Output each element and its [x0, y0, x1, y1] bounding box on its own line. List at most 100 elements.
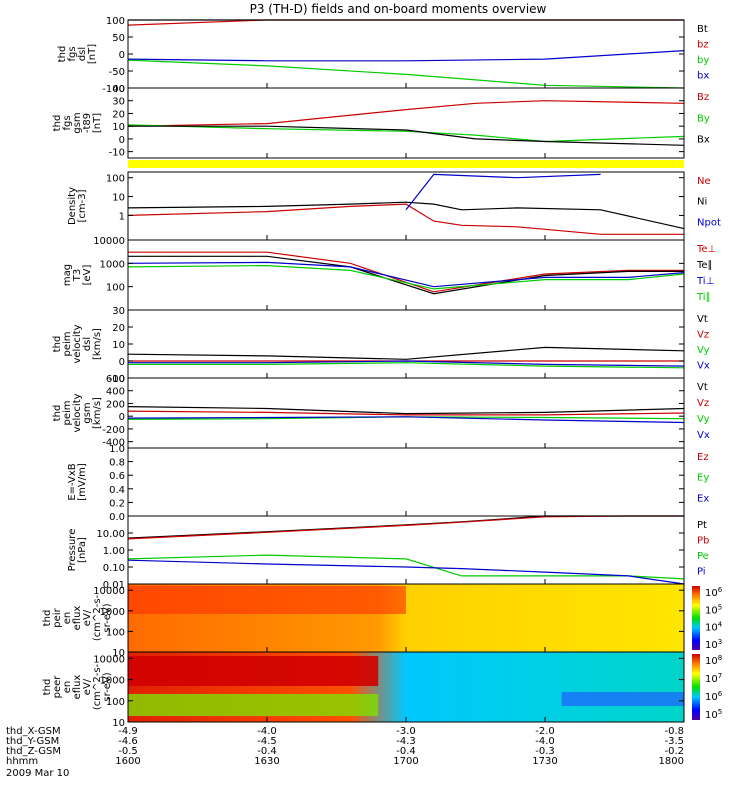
y-axis-label: velocity	[72, 393, 83, 432]
panel-peir-en-eflux: 106 105 104 103 10000 1000 100 10 thd peir en eflux…	[42, 583, 723, 659]
y-axis-label: thd	[52, 336, 63, 353]
series-line-bz	[127, 100, 685, 127]
y-axis-label: peir	[52, 607, 63, 627]
row-label-thd_y-gsm: thd_Y-GSM	[6, 736, 59, 747]
row-value: -4.5	[257, 736, 277, 747]
panel-mom-temperature: Te⊥ Te∥ Ti⊥ Ti∥ 10000 1000 100 mag T3 [eV]	[62, 236, 716, 311]
y-axis-label: en	[62, 681, 73, 694]
y-tick-label: 0	[119, 135, 125, 146]
y-tick-label: 40	[112, 84, 125, 95]
series-line-vz	[127, 410, 685, 416]
status-bar	[128, 160, 684, 168]
y-axis-label: gsm	[72, 112, 83, 133]
row-label-thd_x-gsm: thd_X-GSM	[6, 726, 61, 737]
panel-frame	[127, 309, 685, 379]
panel-frame	[127, 447, 685, 517]
legend-label: Ne	[697, 176, 711, 187]
legend-label: Vx	[697, 361, 710, 372]
y-tick-label: 100	[106, 283, 125, 294]
y-axis-label: dsl	[77, 47, 88, 61]
legend-label: Ni	[697, 197, 707, 208]
y-axis-label: peim	[62, 331, 73, 356]
row-value: -4.9	[118, 726, 138, 737]
series-line-by	[127, 124, 685, 143]
row-value: -3.5	[664, 736, 684, 747]
legend-label: Vt	[697, 314, 708, 325]
legend-label: Bt	[697, 24, 708, 35]
y-axis-label: peim	[62, 400, 73, 425]
panel-frame	[127, 239, 685, 311]
y-tick-label: 10	[112, 122, 125, 133]
row-value: -3.0	[396, 726, 416, 737]
y-axis-label: E=-VxB	[67, 463, 78, 500]
y-axis-label: -t89	[82, 113, 93, 133]
y-tick-label: 0.2	[109, 498, 125, 509]
y-axis-label: thd	[52, 115, 63, 132]
y-axis-label: sr-eV)	[102, 603, 113, 632]
row-label-thd_z-gsm: thd_Z-GSM	[6, 746, 61, 757]
y-tick-label: 0.8	[109, 458, 125, 469]
y-tick-label: 600	[106, 374, 125, 385]
y-tick-label: 100	[106, 627, 125, 638]
legend-label: Ti∥	[696, 292, 711, 303]
y-tick-label: 0.0	[109, 512, 125, 523]
legend-label: Vz	[697, 330, 709, 341]
row-value: -0.4	[257, 746, 277, 757]
y-axis-label: T3	[72, 269, 83, 282]
panel-peim-velocity-dsl: Vt Vz Vy Vx 30 20 10 0 -10 thd peim velocity dsl [km/…	[52, 306, 710, 385]
legend-label: Bx	[697, 135, 710, 146]
y-tick-label: 0.01	[103, 580, 125, 591]
y-axis-label: eV/	[82, 678, 93, 695]
legend-label: Pi	[697, 567, 706, 578]
legend-label: Pt	[697, 520, 707, 531]
y-axis-label: (cm^2-s-	[92, 663, 103, 710]
colorbar-tick-label: 105	[705, 708, 722, 721]
y-axis-label: thd	[57, 46, 68, 63]
colorbar-tick-label: 106	[705, 690, 723, 703]
series-line-npot	[405, 173, 601, 211]
legend-label: Vz	[697, 398, 709, 409]
y-axis-label: [km/s]	[92, 328, 103, 360]
legend-label: bx	[697, 71, 709, 82]
row-value: -2.0	[535, 726, 555, 737]
legend-label: Te⊥	[696, 244, 716, 255]
series-line-vt	[127, 346, 685, 360]
legend-label: bz	[697, 40, 709, 51]
panel-peer-en-eflux: 108 107 106 105 10000 1000 100 10 thd peer en eflux…	[42, 651, 723, 729]
y-tick-label: 10000	[93, 236, 125, 247]
panel-frame	[127, 515, 685, 585]
panel-frame	[127, 171, 685, 241]
row-value: 1600	[115, 756, 140, 767]
row-value: -4.0	[535, 736, 555, 747]
y-axis-label: gsm	[82, 402, 93, 423]
row-value: 1700	[393, 756, 418, 767]
y-tick-label: 30	[112, 306, 125, 317]
series-line-pi	[127, 559, 685, 585]
y-axis-label: mag	[62, 264, 73, 286]
series-line-vx	[127, 416, 685, 424]
y-axis-label: eflux	[72, 606, 83, 631]
y-tick-label: 100	[106, 16, 125, 27]
legend-label: Ez	[697, 452, 709, 463]
y-tick-label: 30	[112, 97, 125, 108]
row-value: -4.6	[118, 736, 138, 747]
series-line-vx	[128, 360, 685, 367]
legend-label: Vt	[697, 382, 708, 393]
y-tick-label: 1	[119, 211, 125, 222]
series-line-ni	[127, 201, 685, 230]
row-value: -0.5	[118, 746, 138, 757]
y-tick-label: 10.00	[96, 529, 125, 540]
panel-pressure: Pt Pb Pe Pi 10.00 1.00 0.10 0.01 Pressure [nPa]	[67, 515, 709, 591]
row-value: -0.8	[664, 726, 684, 737]
series-line-ti	[127, 264, 685, 290]
y-tick-label: 1000	[100, 607, 125, 618]
row-value: -0.2	[664, 746, 684, 757]
legend-label: Bz	[697, 92, 709, 103]
panel-frame	[127, 19, 685, 89]
row-value: -0.3	[535, 746, 555, 757]
y-axis-label: eflux	[72, 675, 83, 700]
series-line-te	[128, 255, 684, 295]
y-tick-label: 10	[112, 648, 125, 659]
